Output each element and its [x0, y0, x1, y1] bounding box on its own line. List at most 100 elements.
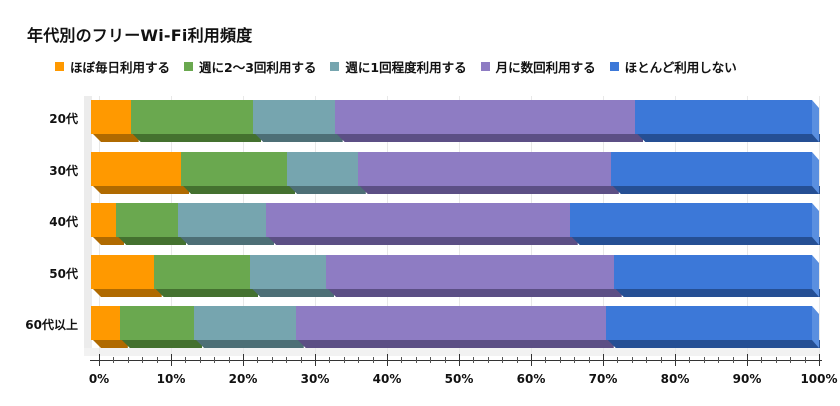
- x-axis-tick: [718, 357, 720, 363]
- x-axis-tick: [761, 357, 763, 363]
- bar-segment: [250, 255, 327, 289]
- legend-item-rarely: ほとんど利用しない: [609, 57, 737, 76]
- legend: ほぼ毎日利用する 週に2〜3回利用する 週に1回程度利用する 月に数回利用する …: [55, 57, 737, 76]
- bar-segment: [605, 306, 813, 340]
- bar-segment-depth: [183, 186, 296, 194]
- x-axis-tick: [646, 357, 648, 363]
- legend-item-2-3-weekly: 週に2〜3回利用する: [184, 57, 316, 76]
- bar-segment: [91, 152, 182, 186]
- category-label: 50代: [49, 267, 78, 281]
- bar-segment: [613, 255, 813, 289]
- x-axis-tick: [315, 354, 316, 366]
- x-axis-tick-label: 10%: [156, 372, 186, 386]
- bar-segment: [119, 306, 195, 340]
- x-axis-tick: [99, 354, 100, 366]
- x-axis-tick: [113, 357, 115, 363]
- x-axis-tick: [156, 357, 158, 363]
- legend-swatch-icon: [184, 62, 194, 71]
- bar-segment: [253, 100, 336, 134]
- bar-end-cap: [812, 255, 819, 297]
- x-axis-tick: [531, 354, 532, 366]
- x-axis-tick: [343, 357, 345, 363]
- bar-segment: [266, 203, 571, 237]
- x-axis-tick: [387, 354, 388, 366]
- legend-label: ほとんど利用しない: [624, 60, 737, 75]
- x-axis-tick-label: 70%: [588, 372, 618, 386]
- bar-segment-depth: [93, 289, 162, 297]
- bar-segment-depth: [289, 186, 366, 194]
- x-axis-tick-label: 100%: [800, 372, 838, 386]
- bar-segment: [295, 306, 607, 340]
- x-axis-tick: [487, 357, 489, 363]
- bar-end-cap: [812, 100, 819, 142]
- x-axis-tick: [415, 357, 417, 363]
- category-label: 40代: [49, 215, 78, 229]
- bar-segment: [635, 100, 813, 134]
- x-axis-tick: [516, 357, 518, 363]
- x-axis-tick: [559, 357, 561, 363]
- bar-segment-depth: [637, 134, 820, 142]
- x-axis-tick: [804, 357, 806, 363]
- legend-label: 週に2〜3回利用する: [199, 60, 317, 75]
- x-axis-tick: [358, 357, 360, 363]
- x-axis-tick: [603, 354, 604, 366]
- legend-label: ほぼ毎日利用する: [70, 60, 171, 75]
- bar-segment: [91, 306, 121, 340]
- bar-segment-depth: [196, 340, 304, 348]
- legend-label: 月に数回利用する: [495, 60, 596, 75]
- bar-segment-depth: [93, 237, 125, 245]
- bar-segment-depth: [255, 134, 343, 142]
- category-label: 30代: [49, 164, 78, 178]
- bar-segment: [287, 152, 359, 186]
- bar-segment-depth: [571, 237, 820, 245]
- x-axis-tick: [732, 357, 734, 363]
- legend-label: 週に1回程度利用する: [345, 60, 467, 75]
- chart-title: 年代別のフリーWi-Fi利用頻度: [27, 26, 253, 45]
- x-axis-tick-label: 80%: [660, 372, 690, 386]
- x-axis-tick: [286, 357, 288, 363]
- bar-segment-depth: [121, 340, 203, 348]
- bar-row: [0, 306, 840, 348]
- bar-segment-depth: [93, 186, 190, 194]
- x-axis-tick: [142, 357, 144, 363]
- bar-end-cap: [812, 152, 819, 194]
- x-axis-tick: [703, 357, 705, 363]
- bar-segment-depth: [132, 134, 262, 142]
- bar-segment: [569, 203, 813, 237]
- x-axis-tick: [790, 357, 792, 363]
- x-axis-tick: [257, 357, 259, 363]
- x-axis-tick: [588, 357, 590, 363]
- x-axis-tick-label: 50%: [444, 372, 474, 386]
- x-axis-tick: [185, 357, 187, 363]
- x-axis-tick-label: 20%: [228, 372, 258, 386]
- bar-segment-depth: [612, 186, 820, 194]
- bar-end-cap: [812, 203, 819, 245]
- x-axis-tick-label: 30%: [300, 372, 330, 386]
- bar-row: [0, 152, 840, 194]
- x-axis-tick: [545, 357, 547, 363]
- bar-segment: [610, 152, 813, 186]
- x-axis-tick: [372, 357, 374, 363]
- bar-segment-depth: [155, 289, 259, 297]
- bar-row: [0, 100, 840, 142]
- bar-segment: [116, 203, 179, 237]
- legend-swatch-icon: [55, 62, 64, 71]
- gridline: [819, 96, 820, 354]
- bar-segment-depth: [268, 237, 578, 245]
- bar-segment-depth: [336, 134, 644, 142]
- x-axis-tick: [617, 357, 619, 363]
- bar-segment: [357, 152, 612, 186]
- bar-segment-depth: [359, 186, 619, 194]
- x-axis-tick-label: 90%: [732, 372, 762, 386]
- bar-segment: [91, 100, 132, 134]
- bar-segment: [334, 100, 636, 134]
- bar-segment-depth: [93, 340, 128, 348]
- legend-item-weekly: 週に1回程度利用する: [330, 57, 467, 76]
- bar-segment-depth: [118, 237, 187, 245]
- bar-segment: [153, 255, 251, 289]
- bar-row: [0, 255, 840, 297]
- x-axis-tick: [574, 357, 576, 363]
- x-axis-tick: [300, 357, 302, 363]
- x-axis-tick-label: 60%: [516, 372, 546, 386]
- bar-segment-depth: [297, 340, 614, 348]
